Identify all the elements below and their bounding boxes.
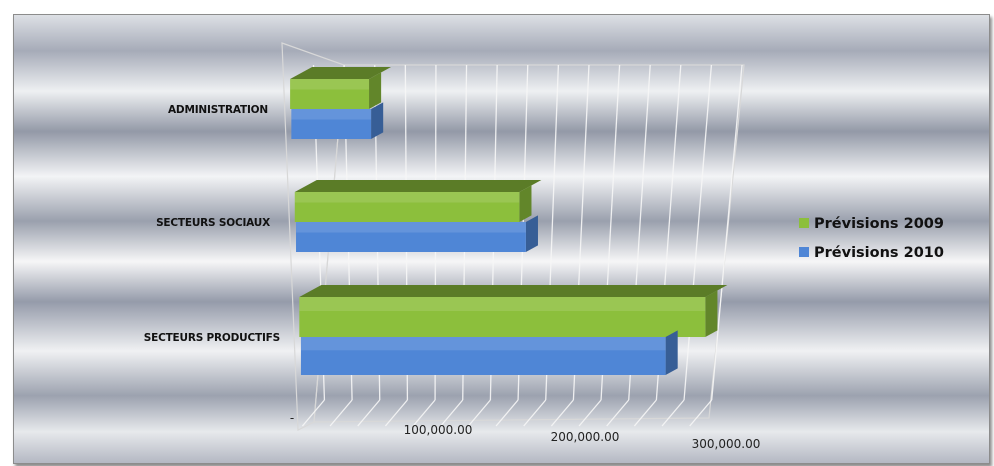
- gridline: [711, 64, 743, 401]
- category-label: SECTEURS PRODUCTIFS: [144, 332, 280, 344]
- legend-swatch: [799, 247, 809, 257]
- floor-gridline: [606, 399, 630, 427]
- bar-2010-administration: [291, 102, 384, 139]
- bar-2010-secteurs-productifs: [300, 330, 678, 375]
- chart-plot: ADMINISTRATION SECTEURS SOCIAUX SECTEURS P…: [144, 42, 944, 451]
- category-label: SECTEURS SOCIAUX: [156, 217, 270, 229]
- floor-gridline: [301, 399, 325, 427]
- x-tick-label: -: [290, 411, 294, 425]
- floor-gridline: [384, 399, 408, 427]
- floor-gridline: [467, 399, 491, 427]
- legend: Prévisions 2009 Prévisions 2010: [799, 216, 944, 261]
- floor-gridline: [440, 399, 464, 427]
- floor-gridline: [495, 399, 519, 427]
- floor-gridline: [550, 399, 574, 427]
- floor-gridline: [329, 399, 353, 427]
- legend-swatch: [799, 218, 809, 228]
- x-tick-label: 200,000.00: [551, 430, 620, 444]
- bar-2009-secteurs-productifs: [299, 285, 728, 337]
- bar-2009-secteurs-sociaux: [294, 180, 542, 222]
- legend-label: Prévisions 2009: [814, 216, 944, 232]
- gridline: [683, 64, 713, 401]
- floor-gridline: [412, 399, 436, 427]
- x-tick-labels: - 100,000.00 200,000.00 300,000.00: [290, 411, 761, 451]
- x-tick-label: 100,000.00: [404, 423, 473, 437]
- floor-gridline: [357, 399, 381, 427]
- floor-gridline: [523, 399, 547, 427]
- floor-gridline: [578, 399, 602, 427]
- floor-gridline: [633, 399, 657, 427]
- chart-frame: ADMINISTRATION SECTEURS SOCIAUX SECTEURS P…: [13, 14, 990, 464]
- bars: [290, 67, 728, 375]
- category-label: ADMINISTRATION: [168, 104, 268, 116]
- bar-2009-administration: [290, 67, 392, 109]
- floor-gridline: [689, 399, 713, 427]
- floor-gridline: [661, 399, 685, 427]
- bar-2010-secteurs-sociaux: [296, 215, 538, 252]
- x-tick-label: 300,000.00: [692, 437, 761, 451]
- legend-label: Prévisions 2010: [814, 245, 944, 261]
- category-labels: ADMINISTRATION SECTEURS SOCIAUX SECTEURS P…: [144, 104, 280, 344]
